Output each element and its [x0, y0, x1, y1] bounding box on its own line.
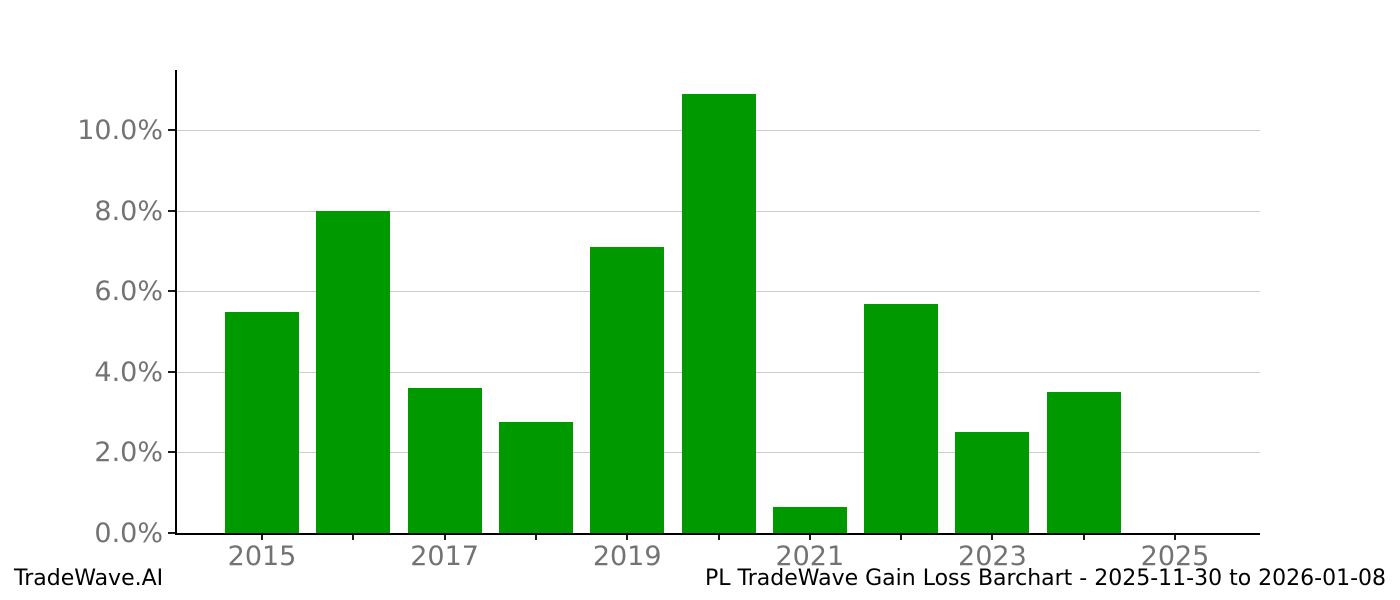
chart-footer: TradeWave.AI PL TradeWave Gain Loss Barc…: [0, 566, 1400, 592]
bar-2018: [498, 422, 573, 533]
y-tick-label-6.0%: 6.0%: [94, 276, 163, 308]
y-tick-label-2.0%: 2.0%: [94, 437, 163, 469]
y-tick-2.0%: [168, 451, 175, 454]
bar-2021: [772, 506, 847, 533]
x-tick-label-2015: 2015: [227, 541, 297, 572]
bar-2020: [681, 94, 756, 533]
x-tick-2025: [1174, 533, 1176, 540]
bar-2022: [864, 303, 939, 533]
x-tick-label-2019: 2019: [592, 541, 662, 572]
bar-2019: [590, 247, 665, 533]
y-tick-label-8.0%: 8.0%: [94, 195, 163, 227]
bar-2015: [225, 311, 299, 533]
x-tick-2020: [717, 533, 720, 540]
x-tick-label-2023: 2023: [958, 541, 1027, 572]
x-tick-label-2017: 2017: [410, 541, 479, 572]
y-tick-0.0%: [168, 532, 175, 534]
x-tick-label-2025: 2025: [1140, 541, 1210, 572]
y-tick-6.0%: [168, 290, 175, 293]
chart-title: PL TradeWave Gain Loss Barchart - 2025-1…: [705, 565, 1386, 591]
x-axis-spine: [175, 533, 1260, 535]
x-tick-2015: [261, 533, 263, 540]
bar-2017: [407, 388, 482, 533]
y-tick-label-0.0%: 0.0%: [94, 518, 163, 549]
y-tick-4.0%: [168, 370, 175, 373]
y-axis-spine: [175, 70, 177, 535]
x-tick-2017: [443, 533, 446, 540]
y-tick-10.0%: [168, 129, 175, 132]
x-tick-2019: [626, 533, 629, 540]
x-tick-2023: [991, 533, 994, 540]
y-tick-label-4.0%: 4.0%: [94, 356, 163, 388]
bar-2024: [1046, 392, 1121, 533]
x-tick-label-2021: 2021: [775, 541, 845, 572]
y-tick-8.0%: [168, 209, 175, 212]
y-tick-label-10.0%: 10.0%: [77, 115, 163, 147]
bar-2016: [316, 210, 391, 533]
x-tick-2018: [534, 533, 537, 540]
x-tick-2024: [1082, 533, 1085, 540]
x-tick-2016: [352, 533, 355, 540]
brand-label: TradeWave.AI: [14, 565, 164, 591]
bar-2023: [955, 432, 1030, 533]
x-tick-2022: [900, 533, 903, 540]
x-tick-2021: [808, 533, 811, 540]
